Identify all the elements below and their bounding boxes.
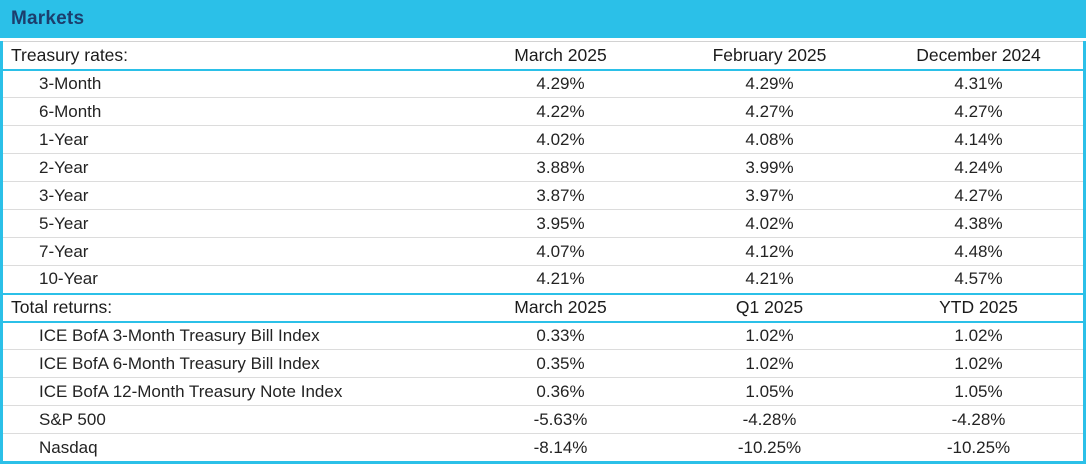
cell-value: 1.05%: [874, 377, 1083, 406]
markets-table-frame: Treasury rates: March 2025 February 2025 De…: [0, 41, 1086, 464]
table-row: ICE BofA 3-Month Treasury Bill Index 0.33…: [3, 321, 1083, 350]
row-label: Nasdaq: [39, 437, 98, 457]
column-header: December 2024: [874, 41, 1083, 71]
table-row: 6-Month 4.22% 4.27% 4.27%: [3, 97, 1083, 126]
cell-value: 4.27%: [665, 97, 874, 126]
cell-value: -4.28%: [874, 405, 1083, 434]
row-label: 7-Year: [3, 237, 456, 266]
cell-value: 4.57%: [874, 265, 1083, 294]
table-row: 2-Year 3.88% 3.99% 4.24%: [3, 153, 1083, 182]
row-label: S&P 500: [3, 405, 456, 434]
cell-value: 4.14%: [874, 125, 1083, 154]
row-label: 3-Month: [3, 69, 456, 98]
table-row: S&P 500 -5.63% -4.28% -4.28%: [3, 405, 1083, 434]
row-label: ICE BofA 12-Month Treasury Note Index: [3, 377, 456, 406]
column-header: Q1 2025: [665, 292, 874, 323]
cell-value: 4.31%: [874, 69, 1083, 98]
table-row: Nasdaq -8.14% -10.25% -10.25%: [3, 434, 1083, 462]
page-title: Markets: [11, 8, 85, 29]
cell-value: 1.02%: [874, 349, 1083, 378]
markets-title-bar: Markets: [0, 0, 1086, 38]
cell-value: 4.21%: [665, 265, 874, 294]
cell-value: 4.29%: [665, 69, 874, 98]
row-label: 1-Year: [3, 125, 456, 154]
cell-value: 4.22%: [456, 97, 665, 126]
cell-value: 4.07%: [456, 237, 665, 266]
cell-value: -5.63%: [456, 405, 665, 434]
table-row: 7-Year 4.07% 4.12% 4.48%: [3, 237, 1083, 266]
cell-value: 4.48%: [874, 237, 1083, 266]
table-row: 5-Year 3.95% 4.02% 4.38%: [3, 209, 1083, 238]
table-row: 1-Year 4.02% 4.08% 4.14%: [3, 125, 1083, 154]
title-bar-gap: [0, 38, 1086, 41]
table-row: ICE BofA 6-Month Treasury Bill Index 0.35…: [3, 349, 1083, 378]
cell-value: 4.12%: [665, 237, 874, 266]
cell-value: 4.27%: [874, 181, 1083, 210]
cell-value: 4.24%: [874, 153, 1083, 182]
markets-table-body: Treasury rates: March 2025 February 2025 De…: [3, 41, 1083, 462]
column-header: March 2025: [456, 292, 665, 323]
cell-value: 4.38%: [874, 209, 1083, 238]
cell-value: 3.97%: [665, 181, 874, 210]
row-label: 3-Year: [3, 181, 456, 210]
cell-value: 0.33%: [456, 321, 665, 350]
cell-value: -4.28%: [665, 405, 874, 434]
cell-value: 4.21%: [456, 265, 665, 294]
cell-value: 4.02%: [665, 209, 874, 238]
table-row: ICE BofA 12-Month Treasury Note Index 0.3…: [3, 377, 1083, 406]
markets-table: Treasury rates: March 2025 February 2025 De…: [3, 41, 1083, 462]
row-label: 5-Year: [3, 209, 456, 238]
cell-value: -10.25%: [737, 437, 802, 457]
cell-value: 4.29%: [456, 69, 665, 98]
cell-value: 0.36%: [456, 377, 665, 406]
cell-value: 0.35%: [456, 349, 665, 378]
section-header-label: Total returns:: [3, 292, 456, 323]
row-label: ICE BofA 3-Month Treasury Bill Index: [3, 321, 456, 350]
cell-value: 3.88%: [456, 153, 665, 182]
table-row: 3-Month 4.29% 4.29% 4.31%: [3, 69, 1083, 98]
section-header-row: Treasury rates: March 2025 February 2025 De…: [3, 41, 1083, 71]
row-label: 10-Year: [3, 265, 456, 294]
table-row: 10-Year 4.21% 4.21% 4.57%: [3, 265, 1083, 294]
cell-value: 3.95%: [456, 209, 665, 238]
table-row: 3-Year 3.87% 3.97% 4.27%: [3, 181, 1083, 210]
cell-value: 1.02%: [665, 321, 874, 350]
cell-value: 3.99%: [665, 153, 874, 182]
cell-value: -8.14%: [533, 437, 588, 457]
row-label: 6-Month: [3, 97, 456, 126]
cell-value: 4.27%: [874, 97, 1083, 126]
section-header-row: Total returns: March 2025 Q1 2025 YTD 2025: [3, 292, 1083, 323]
section-header-label: Treasury rates:: [3, 41, 456, 71]
column-header: February 2025: [665, 41, 874, 71]
cell-value: -10.25%: [946, 437, 1011, 457]
cell-value: 4.02%: [456, 125, 665, 154]
cell-value: 1.05%: [665, 377, 874, 406]
cell-value: 3.87%: [456, 181, 665, 210]
row-label: 2-Year: [3, 153, 456, 182]
cell-value: 1.02%: [665, 349, 874, 378]
cell-value: 1.02%: [874, 321, 1083, 350]
cell-value: 4.08%: [665, 125, 874, 154]
column-header: March 2025: [456, 41, 665, 71]
row-label: ICE BofA 6-Month Treasury Bill Index: [3, 349, 456, 378]
column-header: YTD 2025: [874, 292, 1083, 323]
